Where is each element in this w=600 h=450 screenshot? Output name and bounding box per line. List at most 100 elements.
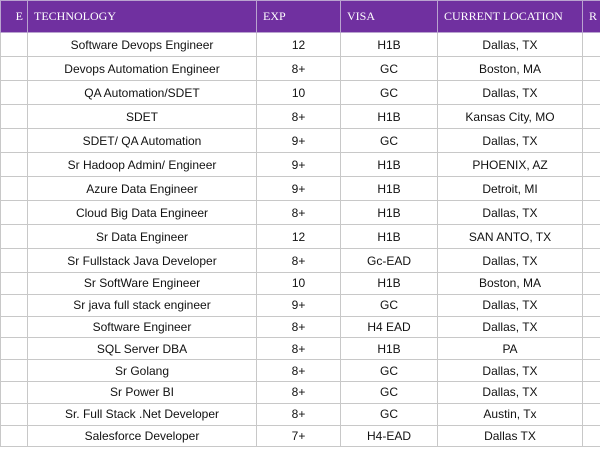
cell: H1B — [340, 224, 438, 249]
cell: Salesforce Developer — [27, 424, 257, 448]
cell: GC — [340, 56, 438, 81]
cell — [0, 32, 28, 57]
cell: Austin, Tx — [437, 402, 583, 426]
cell: Cloud Big Data Engineer — [27, 200, 257, 225]
cell — [582, 104, 600, 129]
cell — [582, 200, 600, 225]
table-row: QA Automation/SDET 10 GC Dallas, TX — [0, 80, 600, 105]
cell: H1B — [340, 176, 438, 201]
cell: GC — [340, 402, 438, 426]
table-row: SQL Server DBA 8+ H1B PA — [0, 337, 600, 361]
cell: 8+ — [256, 359, 341, 382]
cell: Dallas, TX — [437, 128, 583, 153]
table-row: Software Devops Engineer 12 H1B Dallas, TX — [0, 32, 600, 57]
cell: 9+ — [256, 128, 341, 153]
cell — [582, 224, 600, 249]
cell: Devops Automation Engineer — [27, 56, 257, 81]
cell — [582, 128, 600, 153]
table-row: Salesforce Developer 7+ H4-EAD Dallas TX — [0, 424, 600, 448]
cell: Kansas City, MO — [437, 104, 583, 129]
cell: Software Engineer — [27, 315, 257, 339]
table-row: Sr Hadoop Admin/ Engineer 9+ H1B PHOENIX, A… — [0, 152, 600, 177]
table-row: Software Engineer 8+ H4 EAD Dallas, TX — [0, 315, 600, 339]
cell: 9+ — [256, 293, 341, 317]
table-row: Devops Automation Engineer 8+ GC Boston, MA — [0, 56, 600, 81]
cell: H1B — [340, 152, 438, 177]
cell: 8+ — [256, 56, 341, 81]
column-header: R — [582, 0, 600, 33]
cell: 8+ — [256, 200, 341, 225]
cell: Sr Golang — [27, 359, 257, 382]
cell: H4-EAD — [340, 424, 438, 448]
cell: GC — [340, 128, 438, 153]
cell: PA — [437, 337, 583, 361]
cell: GC — [340, 359, 438, 382]
column-header: EXP — [256, 0, 341, 33]
cell — [0, 315, 28, 339]
cell — [0, 402, 28, 426]
table-row: Sr. Full Stack .Net Developer 8+ GC Austin,… — [0, 402, 600, 426]
cell: 8+ — [256, 380, 341, 404]
table-row: Sr Golang 8+ GC Dallas, TX — [0, 359, 600, 382]
cell — [582, 32, 600, 57]
table-row: Sr Power BI 8+ GC Dallas, TX — [0, 380, 600, 404]
cell: SQL Server DBA — [27, 337, 257, 361]
cell: 8+ — [256, 248, 341, 273]
cell: 8+ — [256, 402, 341, 426]
header-row: E TECHNOLOGY EXP VISA CURRENT LOCATION R — [0, 0, 600, 33]
cell: Dallas, TX — [437, 315, 583, 339]
table-row: SDET 8+ H1B Kansas City, MO — [0, 104, 600, 129]
cell — [582, 293, 600, 317]
cell: H1B — [340, 272, 438, 295]
cell: H1B — [340, 337, 438, 361]
cell — [0, 248, 28, 273]
cell: Gc-EAD — [340, 248, 438, 273]
cell: Sr java full stack engineer — [27, 293, 257, 317]
cell — [0, 176, 28, 201]
cell: H1B — [340, 104, 438, 129]
cell — [0, 224, 28, 249]
cell — [0, 200, 28, 225]
table-row: SDET/ QA Automation 9+ GC Dallas, TX — [0, 128, 600, 153]
cell: GC — [340, 380, 438, 404]
table-row: Sr java full stack engineer 9+ GC Dallas, T… — [0, 293, 600, 317]
cell: Software Devops Engineer — [27, 32, 257, 57]
cell — [0, 152, 28, 177]
cell — [0, 128, 28, 153]
cell: Dallas, TX — [437, 380, 583, 404]
cell: Boston, MA — [437, 56, 583, 81]
cell — [582, 248, 600, 273]
cell: Dallas, TX — [437, 248, 583, 273]
cell: Dallas, TX — [437, 200, 583, 225]
cell: Sr. Full Stack .Net Developer — [27, 402, 257, 426]
cell: 9+ — [256, 176, 341, 201]
cell — [0, 337, 28, 361]
cell: SDET/ QA Automation — [27, 128, 257, 153]
cell: Sr Data Engineer — [27, 224, 257, 249]
column-header: TECHNOLOGY — [27, 0, 257, 33]
cell: H1B — [340, 200, 438, 225]
cell — [582, 424, 600, 448]
table-row: Sr Fullstack Java Developer 8+ Gc-EAD Dalla… — [0, 248, 600, 273]
cell — [582, 315, 600, 339]
table-row: Sr Data Engineer 12 H1B SAN ANTO, TX — [0, 224, 600, 249]
cell: SAN ANTO, TX — [437, 224, 583, 249]
cell — [0, 424, 28, 448]
cell — [582, 176, 600, 201]
cell: H1B — [340, 32, 438, 57]
table-row: Azure Data Engineer 9+ H1B Detroit, MI — [0, 176, 600, 201]
cell: Dallas, TX — [437, 80, 583, 105]
cell: GC — [340, 293, 438, 317]
column-header: CURRENT LOCATION — [437, 0, 583, 33]
cell: GC — [340, 80, 438, 105]
table-row: Cloud Big Data Engineer 8+ H1B Dallas, TX — [0, 200, 600, 225]
cell: 8+ — [256, 337, 341, 361]
cell — [0, 56, 28, 81]
cell: 9+ — [256, 152, 341, 177]
cell — [0, 293, 28, 317]
cell — [0, 359, 28, 382]
cell: Dallas, TX — [437, 32, 583, 57]
table-row: Sr SoftWare Engineer 10 H1B Boston, MA — [0, 272, 600, 295]
cell: PHOENIX, AZ — [437, 152, 583, 177]
